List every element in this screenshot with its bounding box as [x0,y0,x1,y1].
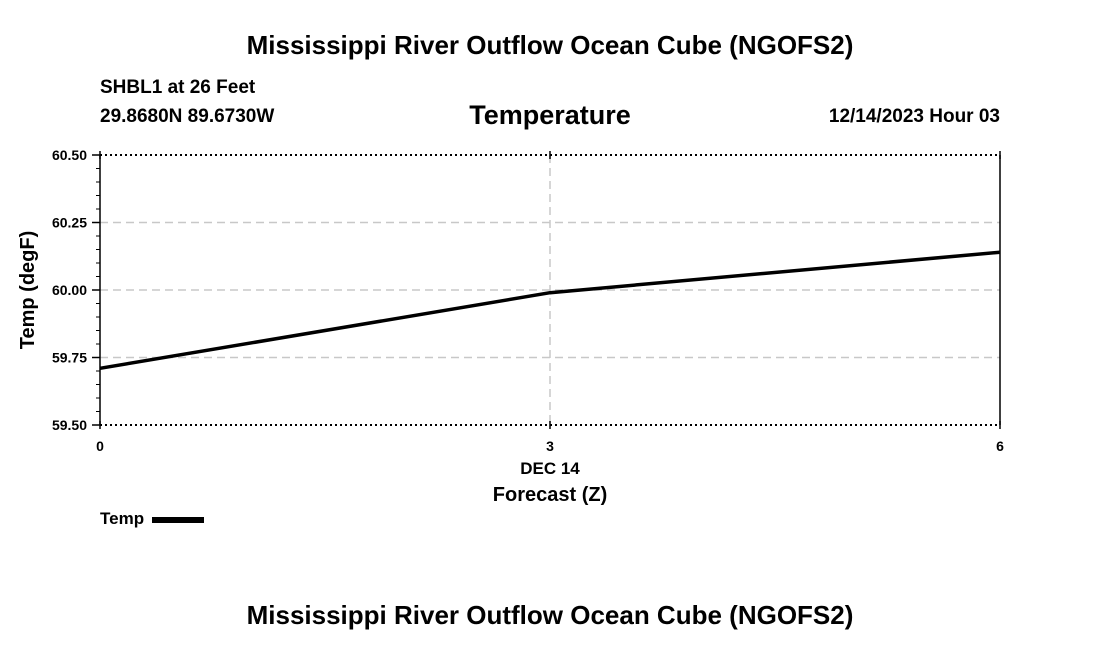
legend-swatch [152,517,205,523]
x-tick-label: 0 [96,438,104,454]
station-label: SHBL1 at 26 Feet [100,77,256,98]
x-tick-label: 3 [546,438,554,454]
y-tick-label: 60.00 [52,282,87,298]
legend-label: Temp [100,509,145,528]
x-axis-title: Forecast (Z) [493,484,607,506]
footer-title: Mississippi River Outflow Ocean Cube (NG… [246,600,854,630]
x-date-label: DEC 14 [520,459,580,478]
y-tick-label: 59.50 [52,417,87,433]
y-axis-title: Temp (degF) [17,231,39,350]
series-line-temp [99,250,1001,371]
chart-title: Temperature [469,100,631,130]
y-tick-label: 59.75 [52,350,87,366]
main-title: Mississippi River Outflow Ocean Cube (NG… [246,30,854,60]
x-tick-label: 6 [996,438,1004,454]
legend: Temp [100,509,205,529]
coordinates-label: 29.8680N 89.6730W [100,106,275,127]
y-tick-label: 60.50 [52,147,87,163]
y-tick-label: 60.25 [52,215,87,231]
datetime-label: 12/14/2023 Hour 03 [828,106,1000,127]
